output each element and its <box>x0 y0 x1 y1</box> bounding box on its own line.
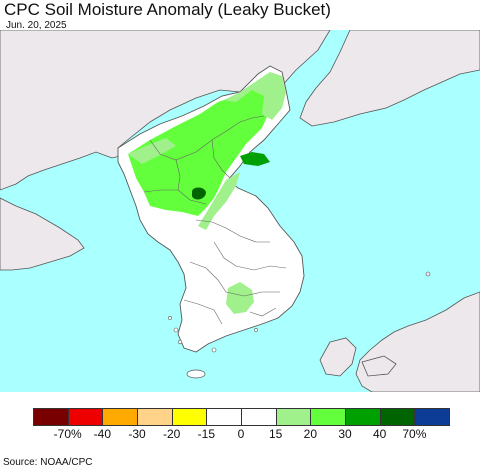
island <box>173 327 179 333</box>
legend-tick-label: 0 <box>237 427 245 441</box>
legend-swatch <box>171 408 208 426</box>
legend-swatch <box>379 408 416 426</box>
land-shandong <box>0 197 85 271</box>
island <box>177 339 183 345</box>
legend-swatch <box>206 408 242 426</box>
legend-swatch <box>102 408 138 426</box>
legend-swatch <box>137 408 173 426</box>
land-mainland-north <box>0 30 331 191</box>
island <box>254 328 258 332</box>
jeju-island <box>186 369 206 379</box>
island <box>168 316 172 320</box>
anomaly-30-40 <box>240 152 270 166</box>
legend-swatch <box>33 408 69 426</box>
legend-swatch <box>67 408 104 426</box>
anomaly-15-20 <box>226 282 254 314</box>
legend-swatch <box>275 408 312 426</box>
land-primorye <box>299 30 480 127</box>
island <box>211 347 217 353</box>
legend-swatch <box>345 408 381 426</box>
land-japan-kyushu <box>319 337 357 377</box>
legend-swatch <box>310 408 347 426</box>
legend-tick-label: -15 <box>197 427 216 441</box>
anomaly-15-20 <box>128 138 176 164</box>
legend-tick-label: 20 <box>303 427 318 441</box>
legend-swatch <box>414 408 451 426</box>
land-japan-shikoku <box>361 355 397 377</box>
island <box>425 271 431 277</box>
map-date: Jun. 20, 2025 <box>6 20 67 31</box>
legend-tick-label: -20 <box>163 427 181 441</box>
legend-tick-label: -30 <box>128 427 146 441</box>
province-borders <box>143 115 287 325</box>
soil-moisture-map <box>0 30 480 392</box>
map-title: CPC Soil Moisture Anomaly (Leaky Bucket) <box>4 0 331 19</box>
legend-tick-label: -40 <box>93 427 111 441</box>
legend-tick-label: -70% <box>53 427 82 441</box>
legend-colorbar <box>33 408 451 426</box>
legend-tick-label: 70% <box>402 427 427 441</box>
legend-tick-label: 15 <box>269 427 283 441</box>
anomaly-15-20 <box>224 72 286 120</box>
legend-swatch <box>241 408 277 426</box>
legend-tick-label: 40 <box>373 427 387 441</box>
legend-tick-label: 30 <box>338 427 352 441</box>
source-text: Source: NOAA/CPC <box>3 457 93 468</box>
anomaly-15-20 <box>198 172 240 230</box>
anomaly-40-70 <box>192 187 206 200</box>
